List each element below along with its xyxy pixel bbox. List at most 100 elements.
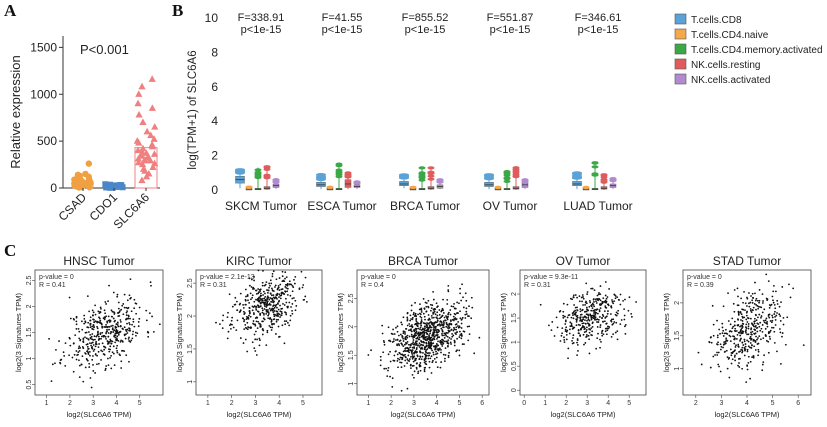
panel-c-point [105, 337, 107, 340]
panel-c-point [284, 290, 287, 293]
panel-c-point [411, 349, 414, 351]
panel-c-point [89, 354, 91, 357]
panel-c-point [252, 320, 255, 322]
panel-c-point [612, 333, 615, 336]
panel-b-box [572, 181, 582, 186]
panel-c-x-tick-label: 1 [366, 400, 370, 407]
panel-c-point [367, 354, 370, 356]
panel-c-point [414, 312, 417, 315]
panel-c-point [596, 337, 599, 340]
panel-c-point [420, 320, 423, 323]
panel-c-point [419, 362, 422, 364]
panel-c-point [99, 333, 102, 335]
panel-c-point [263, 308, 266, 310]
panel-a-point [145, 169, 153, 177]
panel-c-point [128, 294, 131, 297]
panel-c-point [420, 309, 423, 311]
panel-c-point [407, 350, 410, 353]
panel-c-point [283, 320, 286, 323]
panel-c-point [150, 284, 152, 287]
panel-c-point [436, 337, 438, 340]
panel-c-point [254, 324, 257, 327]
panel-c-point [89, 319, 92, 322]
panel-b-category-label: SKCM Tumor [225, 199, 297, 213]
panel-c-point [746, 339, 749, 342]
panel-c-point [105, 365, 108, 367]
panel-b-outlier [591, 172, 599, 177]
panel-c-point [64, 342, 67, 344]
panel-c-point [413, 351, 415, 354]
panel-c-point [283, 342, 286, 345]
panel-c-point [88, 310, 91, 313]
panel-c-point [279, 283, 282, 286]
panel-c-point [565, 338, 568, 341]
panel-c-point [401, 356, 404, 359]
panel-c-point [130, 339, 133, 342]
panel-c-point [729, 340, 732, 343]
panel-c-point [562, 310, 565, 313]
panel-c-x-tick-label: 5 [301, 400, 305, 407]
panel-c-point [755, 319, 758, 322]
panel-b-outlier [503, 176, 511, 180]
panel-c-point [243, 318, 246, 321]
panel-c-point [428, 335, 430, 338]
panel-c-point [244, 312, 246, 314]
panel-c-point [579, 310, 582, 313]
panel-c-point [740, 324, 743, 327]
panel-c-point [253, 275, 255, 278]
panel-c-point [748, 292, 750, 294]
panel-c-point [630, 312, 633, 315]
panel-c-point [774, 315, 776, 318]
panel-c-point [276, 314, 279, 317]
panel-c-point [590, 309, 593, 312]
panel-c-point [276, 292, 279, 295]
panel-c-point [415, 366, 418, 369]
panel-c-point [396, 360, 399, 362]
panel-c-point [270, 329, 273, 331]
panel-c-point [113, 320, 116, 323]
panel-b-p-value: p<1e-15 [322, 24, 363, 36]
panel-c-point [616, 330, 619, 333]
panel-c-point [719, 332, 721, 335]
panel-c-point [576, 296, 578, 299]
panel-c-point [280, 294, 283, 297]
panel-c-point [595, 300, 597, 303]
panel-c-point [433, 335, 436, 338]
panel-c-stat-r: R = 0.41 [39, 282, 66, 289]
panel-c-point [779, 315, 782, 317]
panel-c-point [617, 309, 620, 312]
panel-c-point [447, 289, 450, 291]
panel-c-point [279, 297, 282, 300]
panel-c-point [427, 330, 430, 333]
panel-c-point [572, 317, 575, 320]
panel-c-point [430, 347, 433, 350]
panel-c-point [289, 294, 292, 297]
panel-c-point [752, 355, 755, 358]
panel-c-point [409, 325, 411, 328]
panel-c-point [461, 343, 464, 346]
panel-c-point [750, 338, 752, 341]
panel-c-point [422, 352, 424, 354]
panel-c-point [758, 289, 761, 291]
panel-c-point [722, 329, 725, 332]
panel-c-point [88, 366, 91, 368]
panel-c-point [92, 328, 95, 331]
panel-c-point [442, 308, 444, 311]
panel-c-point [716, 319, 718, 322]
panel-c-point [272, 296, 275, 299]
panel-c-point [91, 347, 94, 350]
panel-b-y-tick-label: 2 [211, 149, 218, 163]
panel-c-point [752, 325, 755, 328]
panel-c-point [436, 366, 439, 369]
panel-c-point [89, 326, 92, 329]
panel-c-point [587, 314, 590, 316]
panel-c-point [90, 342, 93, 344]
panel-c-point [421, 344, 424, 346]
panel-c-point [449, 319, 452, 322]
panel-c-point [265, 300, 268, 302]
panel-c-point [415, 348, 418, 351]
panel-c-point [409, 363, 412, 366]
panel-c-point [757, 348, 760, 351]
panel-c-point [108, 321, 111, 323]
panel-c-point [263, 284, 266, 287]
